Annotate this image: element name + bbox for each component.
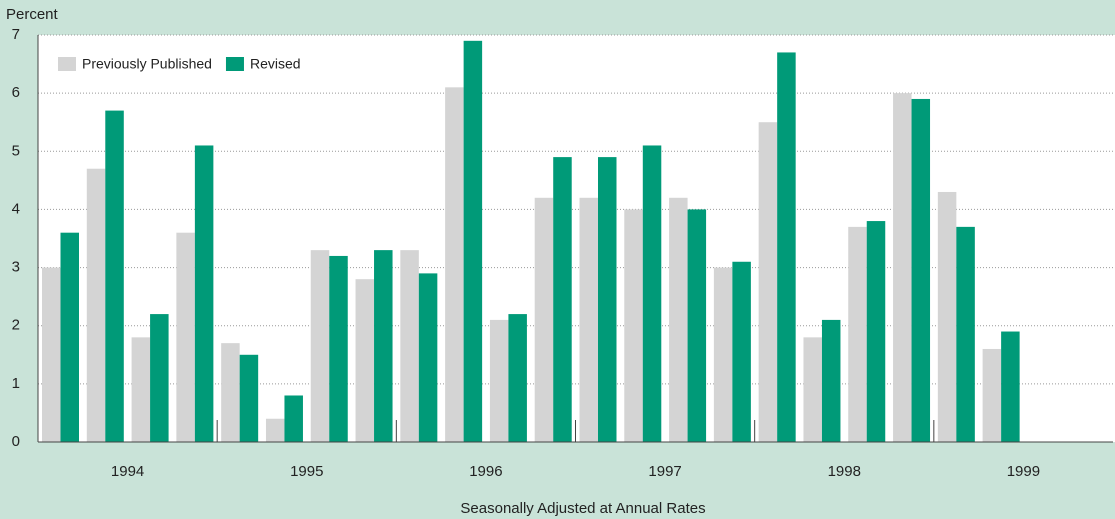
- bar: [265, 418, 285, 442]
- legend-swatch: [58, 57, 76, 71]
- legend-label: Revised: [250, 56, 301, 72]
- bar: [937, 191, 957, 442]
- bar: [176, 232, 195, 442]
- bar: [374, 250, 393, 442]
- bar: [642, 145, 662, 442]
- bar: [911, 98, 931, 442]
- x-tick-label: 1999: [1007, 463, 1040, 480]
- y-tick-label: 2: [12, 317, 20, 334]
- bar: [400, 250, 419, 442]
- bar: [284, 395, 303, 442]
- bar: [1001, 331, 1020, 442]
- bar: [310, 250, 330, 442]
- bar: [508, 314, 527, 442]
- bar: [982, 348, 1002, 442]
- y-tick-label: 5: [12, 142, 20, 159]
- x-tick-label: 1996: [469, 463, 502, 480]
- plot-area: [38, 35, 1115, 442]
- y-axis-label: Percent: [6, 6, 59, 23]
- bar: [893, 93, 912, 443]
- bar: [777, 52, 796, 442]
- y-tick-label: 7: [12, 26, 20, 43]
- bar: [758, 122, 778, 442]
- bar: [687, 209, 707, 442]
- y-tick-label: 6: [12, 84, 20, 101]
- bar: [534, 197, 554, 442]
- bar: [239, 354, 259, 442]
- bar: [221, 343, 240, 442]
- x-tick-label: 1998: [828, 463, 861, 480]
- bar: [489, 319, 509, 442]
- bar: [553, 157, 572, 442]
- bar: [866, 221, 886, 442]
- x-tick-label: 1997: [648, 463, 681, 480]
- x-axis-label: Seasonally Adjusted at Annual Rates: [460, 500, 705, 517]
- bar: [355, 279, 375, 442]
- bar: [821, 319, 841, 442]
- legend-label: Previously Published: [82, 56, 212, 72]
- bar: [713, 267, 733, 442]
- legend-swatch: [225, 57, 244, 71]
- bar: [60, 232, 79, 442]
- bar: [194, 145, 214, 442]
- bar: [445, 87, 464, 442]
- bar: [669, 197, 688, 442]
- bar: [463, 40, 483, 443]
- bar: [150, 314, 169, 442]
- y-tick-label: 0: [12, 433, 20, 450]
- bar: [42, 267, 61, 442]
- bar: [956, 226, 975, 442]
- bar: [105, 110, 124, 442]
- bar: [732, 261, 751, 442]
- bar: [329, 255, 348, 442]
- y-tick-label: 4: [12, 200, 20, 217]
- x-tick-label: 1995: [290, 463, 323, 480]
- bar: [848, 226, 867, 442]
- bar: [624, 209, 643, 442]
- bar: [579, 197, 598, 442]
- bar: [598, 157, 617, 442]
- x-tick-label: 1994: [111, 463, 144, 480]
- y-tick-label: 3: [12, 259, 20, 276]
- bar: [131, 337, 151, 442]
- y-tick-label: 1: [12, 375, 20, 392]
- bar: [86, 168, 106, 442]
- bar: [418, 273, 438, 442]
- bar: [803, 337, 822, 442]
